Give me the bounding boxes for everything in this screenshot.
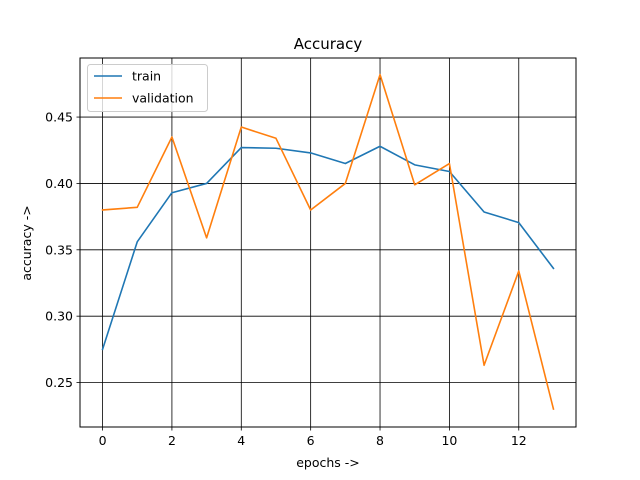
legend: train validation — [87, 64, 208, 112]
plot-area-frame — [79, 57, 577, 428]
x-tick-label: 6 — [307, 433, 315, 448]
chart-title: Accuracy — [294, 35, 363, 53]
grid — [80, 58, 576, 427]
series-lines — [101, 73, 555, 411]
legend-label-train: train — [132, 69, 161, 84]
y-tick-label: 0.30 — [45, 309, 73, 324]
y-axis-label: accuracy -> — [19, 205, 34, 280]
x-tick-label: 0 — [99, 433, 107, 448]
axis-ticks: 0 2 4 6 8 10 12 0.25 0.30 0.35 0.40 0.45 — [45, 110, 527, 448]
series-line-validation — [101, 73, 555, 411]
series-line-train — [101, 145, 555, 351]
y-tick-label: 0.45 — [45, 110, 73, 125]
x-tick-label: 4 — [237, 433, 245, 448]
y-tick-label: 0.35 — [45, 242, 73, 257]
legend-label-validation: validation — [132, 91, 194, 106]
y-tick-label: 0.40 — [45, 176, 73, 191]
y-tick-label: 0.25 — [45, 375, 73, 390]
x-tick-label: 2 — [168, 433, 176, 448]
x-tick-label: 10 — [441, 433, 457, 448]
x-axis-label: epochs -> — [296, 455, 360, 470]
x-tick-label: 12 — [511, 433, 527, 448]
x-tick-label: 8 — [376, 433, 384, 448]
